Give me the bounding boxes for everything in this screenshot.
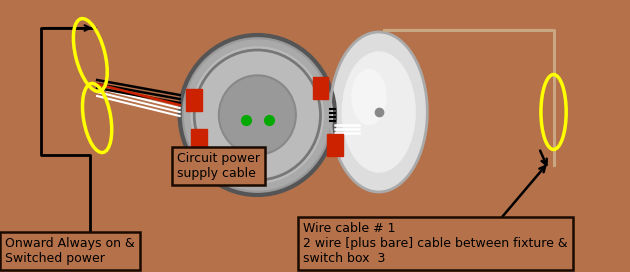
Ellipse shape	[342, 52, 415, 172]
Circle shape	[219, 75, 296, 155]
Bar	[327, 134, 343, 156]
Text: Circuit power
supply cable: Circuit power supply cable	[177, 152, 260, 180]
Text: Onward Always on &
Switched power: Onward Always on & Switched power	[5, 237, 135, 265]
Ellipse shape	[330, 32, 427, 192]
Circle shape	[185, 40, 330, 190]
Text: Wire cable # 1
2 wire [plus bare] cable between fixture &
switch box  3: Wire cable # 1 2 wire [plus bare] cable …	[303, 222, 568, 265]
Circle shape	[180, 35, 335, 195]
Circle shape	[220, 77, 294, 153]
Ellipse shape	[352, 70, 386, 125]
Bar	[312, 77, 328, 99]
Bar	[192, 129, 207, 151]
Bar	[186, 89, 202, 111]
Circle shape	[192, 47, 323, 183]
